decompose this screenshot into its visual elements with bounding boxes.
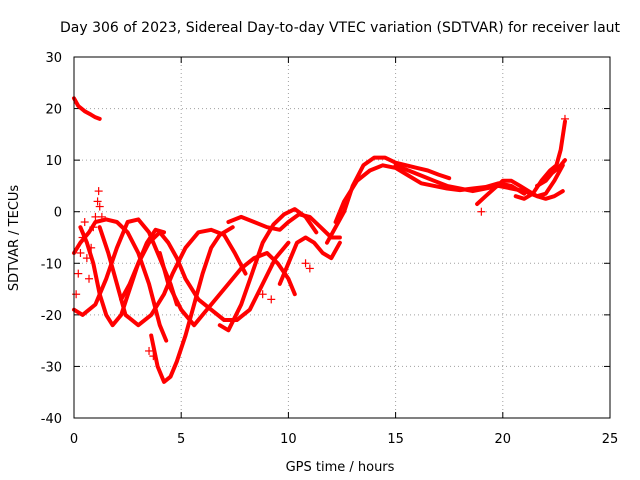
x-tick-label: 15: [387, 432, 404, 447]
data-marker: [145, 346, 154, 355]
series-line-arc-j: [226, 212, 342, 240]
series-line-arc-p: [513, 119, 567, 201]
x-tick-label: 20: [495, 432, 512, 447]
series-line-arc-h: [157, 251, 297, 328]
y-tick-label: 0: [54, 206, 62, 221]
y-tick-label: 20: [45, 103, 62, 118]
x-tick-label: 25: [602, 432, 619, 447]
chart-title: Day 306 of 2023, Sidereal Day-to-day VTE…: [60, 20, 621, 36]
series-line-arc-g: [149, 225, 235, 384]
y-tick-label: -30: [41, 360, 62, 375]
x-axis-label: GPS time / hours: [286, 460, 395, 475]
data-marker: [85, 274, 94, 283]
series-line-arc-n: [393, 163, 565, 201]
data-marker: [477, 207, 486, 216]
data-marker: [267, 295, 276, 304]
series-line-arc-l: [325, 155, 452, 245]
series-line-arc-a: [72, 96, 102, 121]
data-marker: [94, 187, 103, 196]
y-tick-label: 10: [45, 154, 62, 169]
series-line-arc-m: [333, 163, 527, 224]
y-tick-label: -20: [41, 309, 62, 324]
series-line-arc-o: [475, 163, 565, 206]
data-marker: [301, 259, 310, 268]
data-marker: [97, 212, 106, 221]
data-marker: [82, 254, 91, 263]
data-marker: [258, 290, 267, 299]
x-tick-label: 10: [280, 432, 297, 447]
data-marker: [95, 202, 104, 211]
data-marker: [72, 290, 81, 299]
data-marker: [76, 248, 85, 257]
plot-frame: [73, 56, 611, 419]
data-marker: [80, 218, 89, 227]
data-marker: [305, 264, 314, 273]
data-marker: [78, 233, 87, 242]
y-tick-label: 30: [45, 51, 62, 66]
series-line-arc-k: [277, 235, 342, 286]
series-line-arc-d: [78, 225, 166, 328]
x-tick-labels: 0 5 10 15 20 25: [70, 432, 618, 447]
y-tick-label: -40: [41, 412, 62, 427]
data-marker: [74, 269, 83, 278]
data-marker: [87, 243, 96, 252]
series-group: [72, 96, 567, 384]
data-marker: [560, 114, 569, 123]
data-marker: [89, 223, 98, 232]
x-tick-label: 0: [70, 432, 78, 447]
series-line-arc-q: [535, 158, 567, 188]
y-axis-label: SDTVAR / TECUs: [7, 185, 22, 292]
marker-group: [72, 114, 569, 361]
data-marker: [149, 352, 158, 361]
y-tick-labels: -40 -30 -20 -10 0 10 20 30: [41, 51, 62, 427]
data-marker: [93, 197, 102, 206]
y-tick-label: -10: [41, 257, 62, 272]
series-line-arc-f: [119, 230, 291, 322]
x-tick-label: 5: [177, 432, 185, 447]
